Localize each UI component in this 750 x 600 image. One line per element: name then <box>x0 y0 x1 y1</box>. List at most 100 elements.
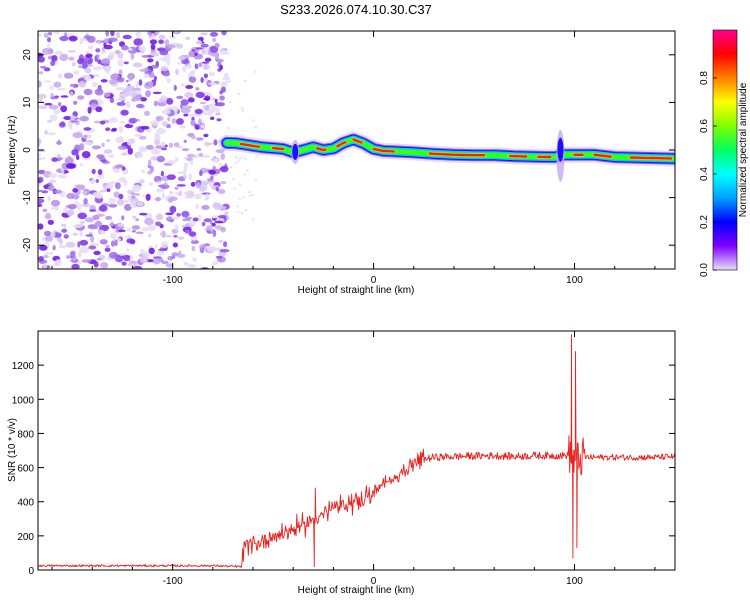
noise-speckle <box>174 186 179 190</box>
noise-speckle <box>186 63 192 69</box>
noise-speckle <box>156 155 165 163</box>
noise-speckle <box>70 115 77 121</box>
noise-speckle <box>38 189 44 193</box>
noise-speckle <box>45 212 52 220</box>
noise-speckle <box>203 133 209 138</box>
noise-speckle <box>138 79 143 86</box>
noise-speckle <box>66 210 73 216</box>
noise-speckle <box>161 241 169 249</box>
noise-speckle <box>127 194 132 201</box>
noise-speckle <box>187 97 195 103</box>
colorbar-label: Normalized spectral amplitude <box>738 82 749 217</box>
noise-speckle <box>38 203 43 208</box>
noise-speckle <box>155 221 162 227</box>
noise-speckle <box>46 44 51 49</box>
noise-speckle <box>155 115 164 122</box>
noise-speckle <box>51 55 58 62</box>
noise-speckle <box>93 73 100 78</box>
noise-speckle <box>60 105 68 113</box>
noise-speckle <box>38 138 41 146</box>
noise-speckle <box>69 124 73 130</box>
noise-speckle <box>83 88 93 96</box>
noise-speckle <box>103 92 111 98</box>
noise-speckle <box>153 75 157 82</box>
noise-speckle <box>115 226 119 233</box>
noise-speckle <box>193 154 200 159</box>
noise-speckle <box>106 188 111 192</box>
noise-speckle <box>47 37 51 43</box>
noise-speckle <box>161 95 166 99</box>
noise-speckle <box>66 192 76 200</box>
noise-speckle <box>161 109 171 115</box>
noise-speckle <box>182 65 187 73</box>
noise-speckle <box>166 44 176 49</box>
noise-speckle <box>131 88 142 91</box>
noise-speckle <box>162 71 171 77</box>
noise-speckle <box>191 48 196 52</box>
noise-speckle <box>200 124 205 129</box>
noise-speckle <box>183 174 187 179</box>
noise-speckle <box>204 95 211 101</box>
noise-speckle <box>118 125 124 133</box>
noise-speckle <box>96 193 103 199</box>
noise-speckle <box>132 184 142 192</box>
noise-speckle <box>152 257 161 265</box>
noise-speckle <box>109 97 115 103</box>
noise-speckle <box>159 231 167 237</box>
noise-speckle <box>43 255 49 259</box>
noise-speckle <box>183 139 187 143</box>
noise-speckle <box>186 264 197 268</box>
noise-speckle <box>196 137 204 141</box>
noise-speckle <box>155 213 164 221</box>
noise-speckle <box>175 68 179 76</box>
noise-speckle <box>210 175 214 181</box>
noise-speckle <box>98 229 105 234</box>
noise-speckle <box>38 198 45 204</box>
snr-x-tick-label: -100 <box>163 576 183 587</box>
noise-speckle <box>97 59 102 65</box>
noise-speckle <box>49 85 54 90</box>
noise-speckle <box>83 74 92 82</box>
noise-speckle <box>150 156 159 161</box>
noise-speckle <box>190 235 198 241</box>
spectrogram-x-ticks: -100 0 100 <box>51 31 656 286</box>
spectrogram-signal-ridge <box>218 129 675 182</box>
noise-speckle <box>150 31 156 34</box>
noise-speckle <box>209 31 219 37</box>
noise-speckle <box>38 176 44 183</box>
noise-speckle <box>48 173 58 179</box>
noise-speckle <box>177 171 187 175</box>
noise-speckle <box>38 157 43 161</box>
noise-speckle <box>209 93 213 98</box>
noise-speckle <box>107 37 118 43</box>
noise-speckle <box>93 250 101 256</box>
noise-speckle <box>139 255 148 264</box>
noise-speckle <box>69 83 75 88</box>
ridge-peak <box>372 147 395 153</box>
noise-speckle <box>189 160 194 166</box>
noise-speckle <box>45 252 55 255</box>
noise-speckle <box>73 224 83 228</box>
noise-speckle <box>116 101 126 106</box>
noise-speckle <box>144 218 154 226</box>
noise-speckle <box>158 248 168 252</box>
noise-speckle <box>220 181 227 185</box>
noise-speckle <box>169 205 177 214</box>
noise-speckle <box>68 35 78 42</box>
noise-speckle <box>159 49 169 56</box>
noise-speckle <box>101 58 111 65</box>
noise-speckle <box>203 63 209 70</box>
noise-speckle <box>72 188 79 193</box>
noise-speckle <box>167 116 171 122</box>
noise-speckle <box>43 262 48 269</box>
spectrogram-y-tick-label: 0 <box>22 147 33 153</box>
noise-speckle <box>229 165 233 169</box>
noise-speckle <box>118 253 127 256</box>
ridge-peak <box>271 146 285 151</box>
noise-speckle <box>93 66 103 71</box>
noise-speckle <box>139 179 145 184</box>
noise-speckle <box>201 61 210 64</box>
noise-speckle <box>243 157 247 160</box>
noise-speckle <box>183 191 191 195</box>
noise-speckle <box>186 157 194 162</box>
